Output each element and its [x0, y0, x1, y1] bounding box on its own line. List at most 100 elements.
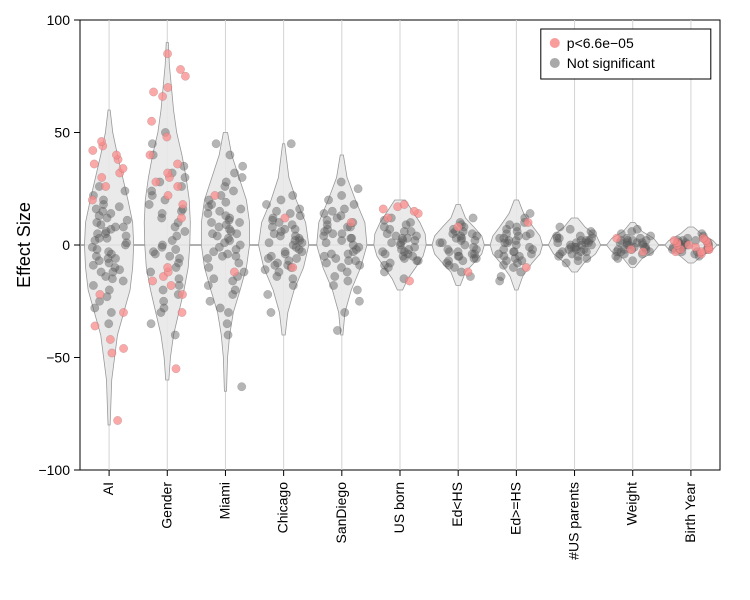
data-point-significant [347, 218, 355, 226]
data-point [386, 259, 394, 267]
data-point-significant [522, 263, 530, 271]
data-point-significant [176, 65, 184, 73]
data-point-significant [98, 173, 106, 181]
data-point [287, 140, 295, 148]
data-point [500, 234, 508, 242]
xtick-label: AI [100, 482, 116, 495]
data-point [497, 272, 505, 280]
data-point [331, 272, 339, 280]
data-point [444, 257, 452, 265]
data-point [387, 239, 395, 247]
data-point [452, 234, 460, 242]
data-point-significant [149, 88, 157, 96]
data-point [355, 297, 363, 305]
data-point [158, 209, 166, 217]
data-point [327, 250, 335, 258]
data-point [348, 234, 356, 242]
data-point-significant [639, 248, 647, 256]
data-point [111, 223, 119, 231]
xtick-label: SanDiego [333, 482, 349, 544]
data-point [175, 254, 183, 262]
data-point [181, 173, 189, 181]
data-point [337, 191, 345, 199]
data-point [350, 200, 358, 208]
data-point [292, 254, 300, 262]
data-point [337, 263, 345, 271]
data-point-significant [178, 290, 186, 298]
data-point [229, 187, 237, 195]
data-point-significant [172, 365, 180, 373]
data-point-significant [464, 268, 472, 276]
data-point-significant [112, 151, 120, 159]
data-point-significant [384, 214, 392, 222]
data-point [171, 245, 179, 253]
data-point [328, 207, 336, 215]
data-point [236, 241, 244, 249]
data-point [122, 232, 130, 240]
data-point [344, 277, 352, 285]
data-point [92, 205, 100, 213]
data-point-significant [281, 214, 289, 222]
data-point [262, 200, 270, 208]
data-point [261, 266, 269, 274]
data-point [289, 191, 297, 199]
data-point-significant [179, 200, 187, 208]
data-point-significant [89, 146, 97, 154]
data-point-significant [163, 169, 171, 177]
data-point [553, 234, 561, 242]
xtick-label: #US parents [566, 482, 582, 560]
ytick-label: 100 [47, 12, 71, 28]
data-point [556, 223, 564, 231]
data-point [288, 221, 296, 229]
data-point-significant [163, 133, 171, 141]
data-point [281, 248, 289, 256]
xtick-label: Miami [216, 482, 232, 519]
data-point [175, 275, 183, 283]
data-point [107, 209, 115, 217]
data-point [238, 383, 246, 391]
y-axis-label: Effect Size [14, 202, 34, 288]
data-point [119, 277, 127, 285]
data-point-significant [88, 196, 96, 204]
data-point [97, 268, 105, 276]
data-point [628, 236, 636, 244]
data-point-significant [524, 218, 532, 226]
data-point-significant [410, 207, 418, 215]
data-point-significant [146, 151, 154, 159]
data-point [99, 196, 107, 204]
data-point [119, 223, 127, 231]
data-point-significant [108, 349, 116, 357]
ytick-label: 0 [62, 237, 70, 253]
legend-swatch [550, 38, 560, 48]
data-point [324, 196, 332, 204]
data-point-significant [405, 277, 413, 285]
ytick-label: −100 [38, 462, 70, 478]
data-point-significant [670, 236, 678, 244]
data-point [204, 281, 212, 289]
data-point [468, 230, 476, 238]
data-point-significant [101, 182, 109, 190]
data-point [223, 320, 231, 328]
data-point [562, 259, 570, 267]
data-point-significant [613, 234, 621, 242]
data-point-significant [152, 178, 160, 186]
data-point-significant [289, 263, 297, 271]
data-point-significant [164, 83, 172, 91]
data-point [344, 257, 352, 265]
data-point [89, 281, 97, 289]
data-point [207, 218, 215, 226]
data-point [265, 239, 273, 247]
data-point [381, 250, 389, 258]
data-point-significant [158, 92, 166, 100]
data-point [398, 234, 406, 242]
data-point [203, 254, 211, 262]
data-point [115, 203, 123, 211]
data-point [272, 207, 280, 215]
data-point [337, 178, 345, 186]
data-point [107, 308, 115, 316]
data-point [526, 209, 534, 217]
data-point [333, 326, 341, 334]
data-point [224, 331, 232, 339]
data-point [159, 297, 167, 305]
data-point [277, 196, 285, 204]
